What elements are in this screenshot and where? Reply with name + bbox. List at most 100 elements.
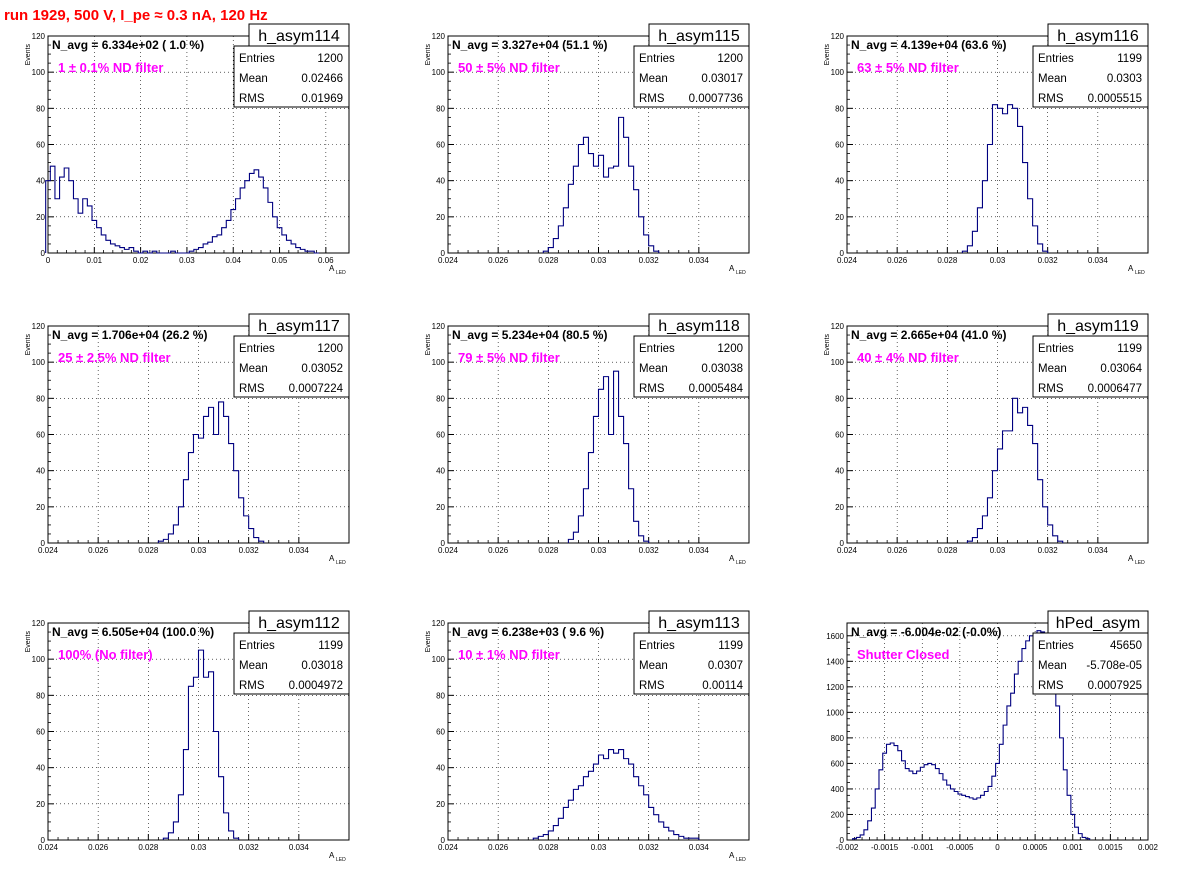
x-axis-subscript: LED xyxy=(336,560,346,566)
x-axis-title: A xyxy=(729,264,735,273)
y-tick-label: 20 xyxy=(436,213,445,222)
x-tick-label: 0.02 xyxy=(133,256,149,265)
stats-value: 0.01969 xyxy=(301,93,343,105)
x-tick-label: 0.028 xyxy=(138,843,159,852)
stats-box xyxy=(1032,335,1149,398)
stats-key: Entries xyxy=(1038,640,1074,652)
stats-key: Entries xyxy=(639,343,675,355)
stats-value: 1200 xyxy=(317,343,343,355)
y-tick-label: 40 xyxy=(835,177,844,186)
stats-key: RMS xyxy=(1038,93,1064,105)
y-tick-label: 0 xyxy=(441,539,446,548)
filter-annotation: 100% (No filter) xyxy=(58,647,153,662)
x-tick-label: 0.034 xyxy=(289,843,310,852)
y-tick-label: 120 xyxy=(32,32,46,41)
y-tick-label: 100 xyxy=(432,68,446,77)
stats-value: 1200 xyxy=(717,343,743,355)
histogram-title: N_avg = 5.234e+04 (80.5 %) xyxy=(452,328,607,342)
stats-key: Mean xyxy=(239,73,268,85)
histogram-name: hPed_asym xyxy=(1056,615,1141,632)
x-axis-subscript: LED xyxy=(336,857,346,863)
x-tick-label: 0.024 xyxy=(837,256,858,265)
histogram-panel-h_asym113: 0.024 0.026 0.028 0.03 0.032 0.034 0 20 40 60 80 10… xyxy=(425,610,750,863)
histogram-series xyxy=(961,104,1049,253)
histogram-panel-h_asym114: 0 0.01 0.02 0.03 0.04 0.05 0.06 0 20 40 60 80 100 120… xyxy=(25,23,350,276)
y-tick-label: 80 xyxy=(436,394,445,403)
x-tick-label: 0.024 xyxy=(438,256,459,265)
filter-annotation: 50 ± 5% ND filter xyxy=(458,60,560,75)
y-tick-label: 60 xyxy=(36,431,45,440)
stats-value: 0.03064 xyxy=(1100,363,1142,375)
y-tick-label: 60 xyxy=(436,141,445,150)
stats-value: 0.03018 xyxy=(301,660,343,672)
stats-value: 1199 xyxy=(1117,53,1142,65)
x-axis-subscript: LED xyxy=(736,560,746,566)
histogram-name: h_asym113 xyxy=(658,615,740,632)
x-tick-label: 0.032 xyxy=(639,546,660,555)
stats-box xyxy=(233,45,350,108)
x-tick-label: 0.034 xyxy=(689,256,710,265)
x-tick-label: 0.032 xyxy=(1038,546,1059,555)
x-axis-title: A xyxy=(729,554,735,563)
histogram-panel-h_asym116: 0.024 0.026 0.028 0.03 0.032 0.034 0 20 40 60 80 10… xyxy=(824,23,1149,276)
stats-key: RMS xyxy=(639,93,665,105)
y-tick-label: 120 xyxy=(831,32,845,41)
filter-annotation: Shutter Closed xyxy=(857,647,950,662)
x-tick-label: 0 xyxy=(995,843,1000,852)
stats-key: Mean xyxy=(239,363,268,375)
histogram-panel-hPed_asym: -0.002 -0.0015 -0.001 -0.0005 0 0.0005 0.001 0.… xyxy=(826,610,1159,852)
x-tick-label: 0.034 xyxy=(1088,546,1109,555)
filter-annotation: 10 ± 1% ND filter xyxy=(458,647,560,662)
histogram-panel-h_asym112: 0.024 0.026 0.028 0.03 0.032 0.034 0 20 40 60 80 10… xyxy=(25,610,350,863)
y-tick-label: 0 xyxy=(840,539,845,548)
x-axis-subscript: LED xyxy=(736,857,746,863)
y-tick-label: 120 xyxy=(432,619,446,628)
x-tick-label: 0.002 xyxy=(1138,843,1159,852)
stats-box xyxy=(233,632,350,695)
filter-annotation: 79 ± 5% ND filter xyxy=(458,350,560,365)
stats-box xyxy=(633,632,750,695)
stats-value: 0.0005484 xyxy=(689,383,744,395)
x-tick-label: 0 xyxy=(46,256,51,265)
filter-annotation: 25 ± 2.5% ND filter xyxy=(58,350,171,365)
x-tick-label: 0.06 xyxy=(318,256,334,265)
x-tick-label: -0.002 xyxy=(836,843,859,852)
stats-value: 0.03038 xyxy=(701,363,743,375)
y-tick-label: 80 xyxy=(436,104,445,113)
x-axis-title: A xyxy=(329,264,335,273)
stats-box xyxy=(633,335,750,398)
stats-box xyxy=(233,335,350,398)
histogram-name: h_asym116 xyxy=(1057,28,1139,45)
x-tick-label: 0.04 xyxy=(225,256,241,265)
stats-key: RMS xyxy=(239,93,265,105)
x-axis-subscript: LED xyxy=(336,270,346,276)
y-tick-label: 60 xyxy=(436,728,445,737)
x-tick-label: 0.026 xyxy=(88,546,109,555)
x-tick-label: 0.032 xyxy=(239,546,260,555)
stats-value: 0.03017 xyxy=(701,73,743,85)
y-tick-label: 0 xyxy=(441,836,446,845)
stats-key: Entries xyxy=(639,53,675,65)
histogram-panel-h_asym115: 0.024 0.026 0.028 0.03 0.032 0.034 0 20 40 60 80 10… xyxy=(425,23,750,276)
histogram-title: N_avg = 3.327e+04 (51.1 %) xyxy=(452,38,607,52)
stats-value: 1199 xyxy=(318,640,343,652)
histogram-title: N_avg = 6.238e+03 ( 9.6 %) xyxy=(452,625,604,639)
stats-key: Mean xyxy=(1038,363,1067,375)
x-axis-title: A xyxy=(329,554,335,563)
x-tick-label: 0.028 xyxy=(538,256,559,265)
x-tick-label: 0.028 xyxy=(937,256,958,265)
x-tick-label: 0.03 xyxy=(591,256,607,265)
y-tick-label: 20 xyxy=(36,800,45,809)
x-tick-label: 0.024 xyxy=(38,843,59,852)
y-tick-label: 800 xyxy=(831,734,845,743)
x-tick-label: 0.028 xyxy=(138,546,159,555)
stats-value: 1199 xyxy=(718,640,743,652)
x-tick-label: 0.028 xyxy=(538,843,559,852)
y-tick-label: 100 xyxy=(831,358,845,367)
y-tick-label: 20 xyxy=(436,503,445,512)
x-tick-label: 0.03 xyxy=(191,546,207,555)
y-tick-label: 0 xyxy=(840,249,845,258)
stats-key: RMS xyxy=(639,680,665,692)
stats-value: 45650 xyxy=(1110,640,1142,652)
stats-value: 0.0004972 xyxy=(289,680,343,692)
